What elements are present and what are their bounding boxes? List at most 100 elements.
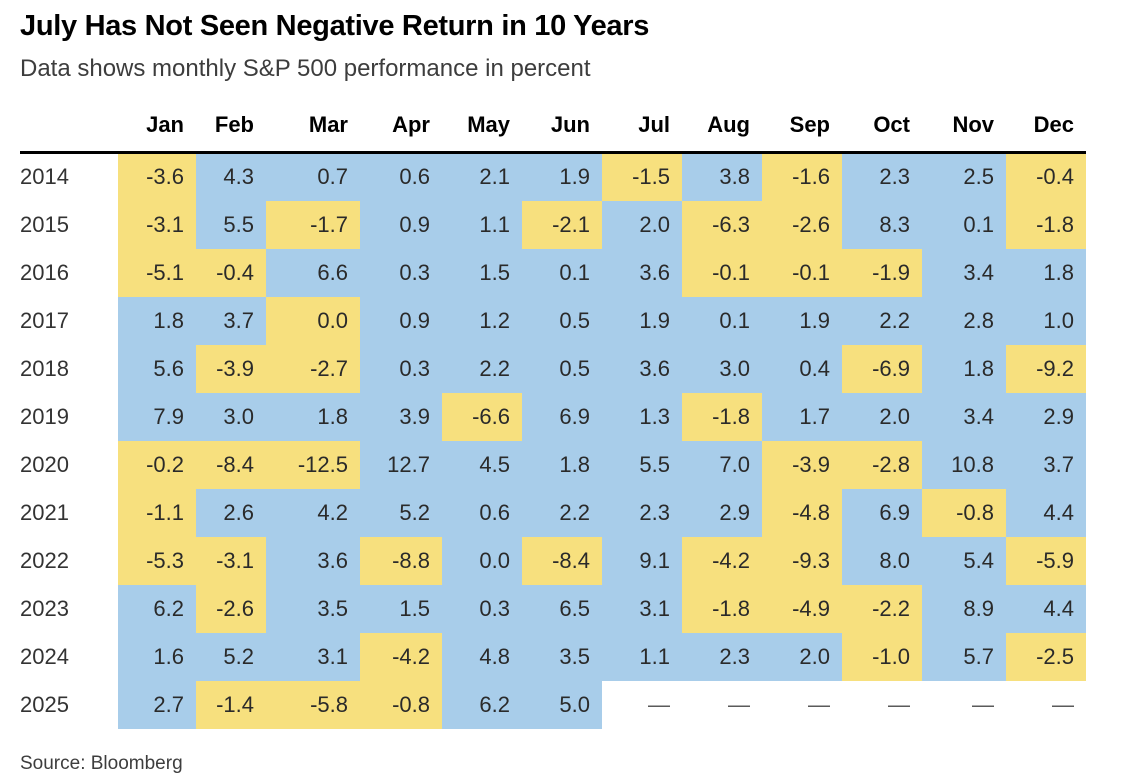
value-cell: 3.5 [522, 632, 602, 681]
value-cell: -0.8 [360, 680, 442, 729]
value-cell: 2.3 [682, 632, 762, 681]
value-cell: -5.9 [1006, 536, 1086, 585]
value-cell: 0.7 [266, 152, 360, 201]
value-cell: 0.0 [266, 296, 360, 345]
value-cell: 2.7 [118, 680, 196, 729]
table-header: Jan Feb Mar Apr May Jun Jul Aug Sep Oct Nov Dec [20, 112, 1086, 155]
table-body: 2014 -3.6 4.3 0.7 0.6 2.1 1.9 -1.5 3.8 -1.6 2.3 2.5… [20, 152, 1086, 729]
value-cell: 8.3 [842, 200, 922, 249]
value-cell: 0.5 [522, 296, 602, 345]
value-cell: -2.6 [762, 200, 842, 249]
value-cell: 6.9 [522, 392, 602, 441]
year-label: 2021 [20, 488, 118, 537]
value-cell: 1.5 [360, 584, 442, 633]
year-label: 2018 [20, 344, 118, 393]
value-cell: -4.8 [762, 488, 842, 537]
value-cell: 4.8 [442, 632, 522, 681]
value-cell: 2.2 [442, 344, 522, 393]
month-header-apr: Apr [360, 112, 442, 155]
value-cell: -3.9 [762, 440, 842, 489]
month-header-sep: Sep [762, 112, 842, 155]
value-cell: 2.3 [842, 152, 922, 201]
value-cell: -3.9 [196, 344, 266, 393]
table-row-2018: 2018 5.6 -3.9 -2.7 0.3 2.2 0.5 3.6 3.0 0.4 -6.9 1.8… [20, 344, 1086, 393]
header-row: Jan Feb Mar Apr May Jun Jul Aug Sep Oct Nov Dec [20, 112, 1086, 155]
value-cell: -2.1 [522, 200, 602, 249]
value-cell: 1.8 [266, 392, 360, 441]
value-cell: -0.1 [682, 248, 762, 297]
value-cell: -1.4 [196, 680, 266, 729]
year-label: 2023 [20, 584, 118, 633]
value-cell: 2.2 [842, 296, 922, 345]
year-label: 2017 [20, 296, 118, 345]
value-cell: -6.6 [442, 392, 522, 441]
value-cell: 7.9 [118, 392, 196, 441]
value-cell: 0.3 [360, 248, 442, 297]
year-label: 2022 [20, 536, 118, 585]
value-cell: 0.6 [360, 152, 442, 201]
value-cell: -0.1 [762, 248, 842, 297]
value-cell: 3.1 [602, 584, 682, 633]
value-cell: -5.1 [118, 248, 196, 297]
value-cell: 3.4 [922, 392, 1006, 441]
value-cell: 5.5 [196, 200, 266, 249]
value-cell: -1.8 [1006, 200, 1086, 249]
value-cell: 1.5 [442, 248, 522, 297]
value-cell: 5.2 [196, 632, 266, 681]
month-header-may: May [442, 112, 522, 155]
value-cell: -6.9 [842, 344, 922, 393]
value-cell: -1.8 [682, 392, 762, 441]
value-cell: 2.6 [196, 488, 266, 537]
value-cell: — [602, 680, 682, 729]
value-cell: -0.4 [1006, 152, 1086, 201]
value-cell: 2.9 [1006, 392, 1086, 441]
value-cell: 0.1 [922, 200, 1006, 249]
table-row-2015: 2015 -3.1 5.5 -1.7 0.9 1.1 -2.1 2.0 -6.3 -2.6 8.3 0… [20, 200, 1086, 249]
value-cell: -9.2 [1006, 344, 1086, 393]
value-cell: -8.8 [360, 536, 442, 585]
value-cell: -12.5 [266, 440, 360, 489]
value-cell: 4.4 [1006, 488, 1086, 537]
value-cell: -3.1 [196, 536, 266, 585]
value-cell: 3.6 [266, 536, 360, 585]
value-cell: 5.7 [922, 632, 1006, 681]
value-cell: -0.4 [196, 248, 266, 297]
value-cell: -8.4 [196, 440, 266, 489]
value-cell: 3.8 [682, 152, 762, 201]
value-cell: -0.8 [922, 488, 1006, 537]
value-cell: -5.8 [266, 680, 360, 729]
table-row-2019: 2019 7.9 3.0 1.8 3.9 -6.6 6.9 1.3 -1.8 1.7 2.0 3.4 2… [20, 392, 1086, 441]
value-cell: 9.1 [602, 536, 682, 585]
value-cell: -1.6 [762, 152, 842, 201]
year-label: 2014 [20, 152, 118, 201]
value-cell: 3.7 [1006, 440, 1086, 489]
month-header-jun: Jun [522, 112, 602, 155]
table-row-2025: 2025 2.7 -1.4 -5.8 -0.8 6.2 5.0— — — — — — [20, 680, 1086, 729]
value-cell: 3.0 [682, 344, 762, 393]
value-cell: 0.9 [360, 200, 442, 249]
month-header-jan: Jan [118, 112, 196, 155]
value-cell: 3.7 [196, 296, 266, 345]
table-row-2016: 2016 -5.1 -0.4 6.6 0.3 1.5 0.1 3.6 -0.1 -0.1 -1.9 3… [20, 248, 1086, 297]
value-cell: 1.1 [602, 632, 682, 681]
year-label: 2016 [20, 248, 118, 297]
value-cell: -2.8 [842, 440, 922, 489]
value-cell: 0.0 [442, 536, 522, 585]
value-cell: — [682, 680, 762, 729]
month-header-feb: Feb [196, 112, 266, 155]
table-row-2020: 2020 -0.2 -8.4 -12.5 12.7 4.5 1.8 5.5 7.0 -3.9 -2.… [20, 440, 1086, 489]
value-cell: 2.8 [922, 296, 1006, 345]
value-cell: 2.9 [682, 488, 762, 537]
value-cell: -2.6 [196, 584, 266, 633]
value-cell: 4.4 [1006, 584, 1086, 633]
value-cell: 0.1 [682, 296, 762, 345]
value-cell: -0.2 [118, 440, 196, 489]
value-cell: 0.3 [360, 344, 442, 393]
value-cell: 2.3 [602, 488, 682, 537]
value-cell: 5.5 [602, 440, 682, 489]
value-cell: 8.0 [842, 536, 922, 585]
value-cell: -2.2 [842, 584, 922, 633]
value-cell: -2.5 [1006, 632, 1086, 681]
value-cell: -6.3 [682, 200, 762, 249]
value-cell: -1.1 [118, 488, 196, 537]
